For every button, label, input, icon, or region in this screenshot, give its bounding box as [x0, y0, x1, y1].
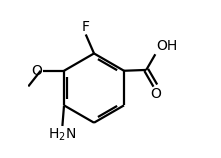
Text: F: F — [82, 20, 90, 34]
Text: OH: OH — [156, 40, 177, 53]
Text: O: O — [150, 87, 161, 101]
Text: H$_2$N: H$_2$N — [48, 127, 76, 143]
Text: O: O — [31, 64, 42, 78]
